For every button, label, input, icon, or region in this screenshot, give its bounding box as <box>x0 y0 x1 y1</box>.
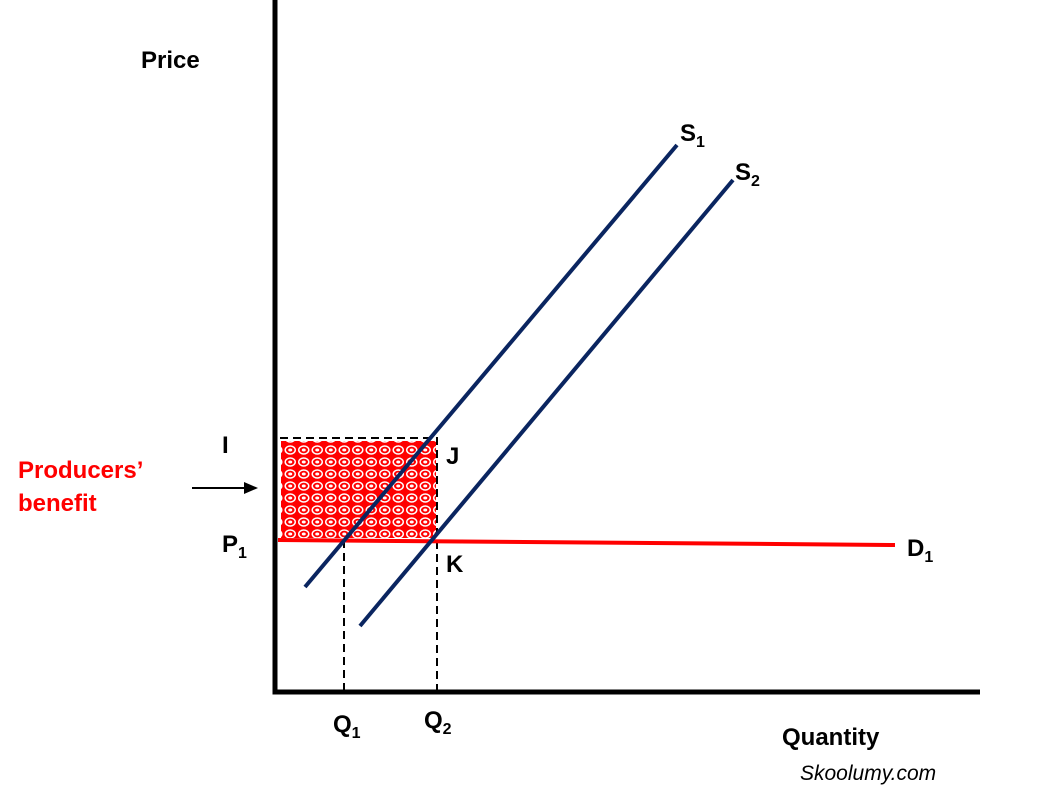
label-sub: 2 <box>443 721 452 738</box>
x-axis-label: Quantity <box>782 724 880 751</box>
point-label: K <box>446 551 464 578</box>
label-main: D <box>907 535 924 562</box>
supply-line-1 <box>303 143 679 589</box>
label-sub: 1 <box>352 725 361 742</box>
source-credit: Skoolumy.com <box>800 762 936 785</box>
point-label: J <box>446 443 459 470</box>
label-sub: 1 <box>696 134 705 151</box>
level-label: Q2 <box>424 707 452 738</box>
label-main: S <box>680 120 696 147</box>
dashed-guide-q2 <box>280 437 438 692</box>
annotation-text: Producers’ <box>18 457 143 484</box>
label-sub: 2 <box>751 173 760 190</box>
label-sub: 1 <box>924 549 933 566</box>
level-label: P1 <box>222 531 247 562</box>
y-axis-label: Price <box>141 47 200 74</box>
label-sub: 1 <box>238 545 247 562</box>
label-main: P <box>222 531 238 558</box>
curve-label: S2 <box>735 159 760 190</box>
label-main: Q <box>424 707 443 734</box>
label-main: S <box>735 159 751 186</box>
label-main: Q <box>333 711 352 738</box>
supply-line-2 <box>358 178 735 628</box>
point-label: I <box>222 432 229 459</box>
curve-label: S1 <box>680 120 705 151</box>
demand-line <box>277 538 896 547</box>
arrow-head <box>244 482 258 494</box>
curve-label: D1 <box>907 535 933 566</box>
annotation-text: benefit <box>18 490 97 517</box>
axes <box>272 0 980 695</box>
level-label: Q1 <box>333 711 361 742</box>
